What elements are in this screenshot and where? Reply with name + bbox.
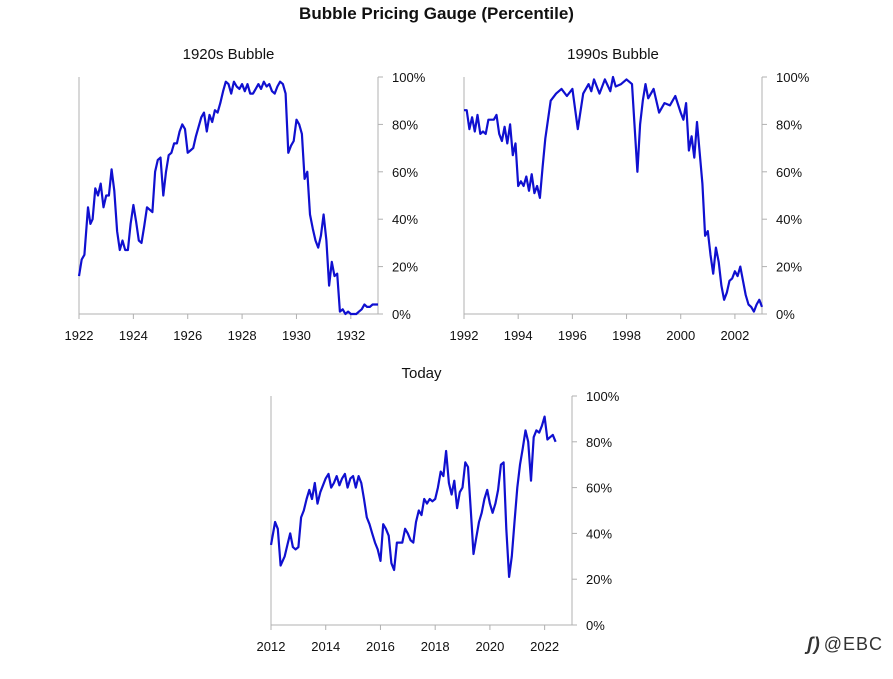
x-tick-label: 1996 [558, 328, 587, 343]
series-line [464, 75, 764, 313]
y-tick-label: 0% [392, 307, 411, 322]
weibo-logo-icon: ʃ) [806, 634, 821, 654]
subplot-title: 1920s Bubble [183, 46, 275, 63]
subplot-title: 1990s Bubble [567, 46, 659, 63]
y-tick-label: 60% [776, 165, 802, 180]
x-tick-label: 2016 [366, 639, 395, 654]
x-tick-label: 1994 [504, 328, 533, 343]
x-tick-label: 1930 [282, 328, 311, 343]
x-tick-label: 1998 [612, 328, 641, 343]
watermark-text: @EBC [823, 634, 883, 654]
y-tick-label: 100% [776, 70, 810, 85]
y-tick-label: 40% [586, 526, 612, 541]
y-tick-label: 20% [776, 260, 802, 275]
y-tick-label: 80% [586, 435, 612, 450]
x-tick-label: 2014 [311, 639, 340, 654]
y-tick-label: 100% [392, 70, 426, 85]
series-line [77, 80, 378, 316]
y-tick-label: 80% [392, 117, 418, 132]
y-tick-label: 20% [586, 572, 612, 587]
watermark: ʃ) @EBC [807, 634, 883, 655]
chart-main-title: Bubble Pricing Gauge (Percentile) [299, 4, 574, 23]
y-tick-label: 100% [586, 389, 620, 404]
y-tick-label: 40% [776, 212, 802, 227]
x-tick-label: 1932 [336, 328, 365, 343]
y-tick-label: 0% [776, 307, 795, 322]
subplot-title: Today [401, 365, 442, 382]
x-tick-label: 2020 [475, 639, 504, 654]
x-tick-label: 1926 [173, 328, 202, 343]
chart-1920s-bubble: 1920s Bubble 0% 20% 40% 60% 80% 100% 1922 1924 19… [65, 46, 426, 343]
x-tick-label: 1992 [450, 328, 479, 343]
x-tick-label: 2018 [421, 639, 450, 654]
x-tick-label: 2012 [257, 639, 286, 654]
x-tick-label: 1928 [228, 328, 257, 343]
y-tick-label: 20% [392, 260, 418, 275]
x-tick-label: 1922 [65, 328, 94, 343]
x-tick-label: 2022 [530, 639, 559, 654]
x-tick-label: 1924 [119, 328, 148, 343]
x-tick-label: 2000 [666, 328, 695, 343]
y-tick-label: 60% [392, 165, 418, 180]
series-line [269, 415, 557, 579]
y-tick-label: 40% [392, 212, 418, 227]
chart-today: Today 0% 20% 40% 60% 80% 100% 2012 2014 2016 2018 2… [257, 365, 620, 654]
y-tick-label: 80% [776, 117, 802, 132]
chart-1990s-bubble: 1990s Bubble 0% 20% 40% 60% 80% 100% 1992 1994 19… [450, 46, 810, 343]
x-tick-label: 2002 [720, 328, 749, 343]
y-tick-label: 0% [586, 618, 605, 633]
y-tick-label: 60% [586, 481, 612, 496]
